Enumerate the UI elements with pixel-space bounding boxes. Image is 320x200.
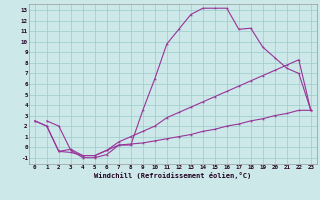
- X-axis label: Windchill (Refroidissement éolien,°C): Windchill (Refroidissement éolien,°C): [94, 172, 252, 179]
